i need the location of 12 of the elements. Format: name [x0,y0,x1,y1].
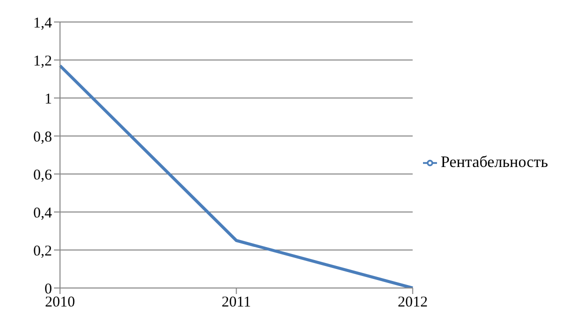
y-tick-label: 0 [44,281,52,298]
x-tick-label: 2011 [222,294,252,311]
y-tick-label: 0,4 [33,205,52,222]
x-tick-label: 2010 [45,294,75,311]
y-tick-label: 0,8 [33,129,52,146]
y-tick-label: 1,2 [33,53,52,70]
y-tick-label: 1,4 [33,15,52,32]
x-tick-label: 2012 [398,294,428,311]
y-tick-label: 0,2 [33,243,52,260]
legend-label: Рентабельность [440,154,548,171]
y-tick-label: 1 [44,91,52,108]
y-tick-label: 0,6 [33,167,52,184]
